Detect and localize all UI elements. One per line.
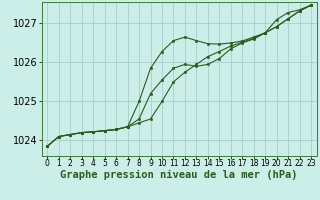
X-axis label: Graphe pression niveau de la mer (hPa): Graphe pression niveau de la mer (hPa) xyxy=(60,170,298,180)
